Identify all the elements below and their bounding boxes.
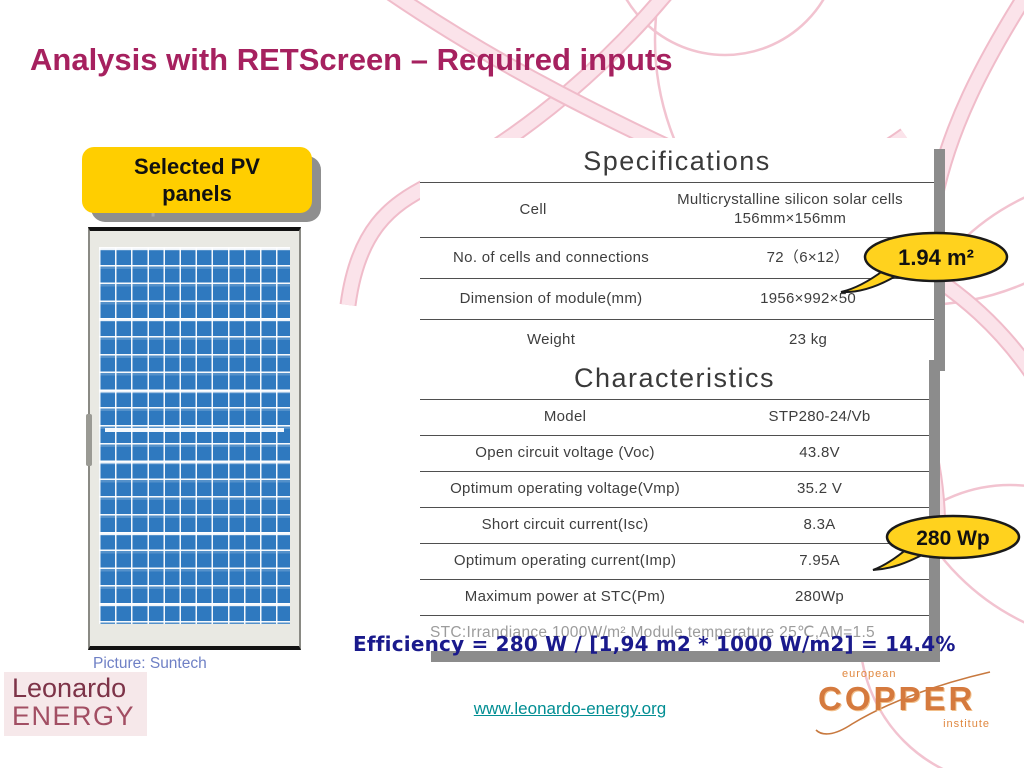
leonardo-logo-line1: Leonardo bbox=[12, 673, 127, 703]
bubble-tail bbox=[840, 268, 896, 294]
characteristics-title: Characteristics bbox=[573, 363, 776, 393]
power-callout-text: 280 Wp bbox=[916, 527, 990, 550]
specifications-table: Specifications Cell Multicrystalline sil… bbox=[420, 138, 934, 360]
row-value: STP280-24/Vb bbox=[768, 408, 871, 426]
characteristics-table: Characteristics Model STP280-24/Vb Open … bbox=[420, 355, 929, 651]
table-row: Dimension of module(mm) 1956×992×50 bbox=[420, 278, 934, 319]
table-row: Maximum power at STC(Pm) 280Wp bbox=[420, 579, 929, 615]
row-label: Dimension of module(mm) bbox=[459, 289, 643, 307]
pv-label-text: Selected PV panels bbox=[134, 153, 260, 207]
specifications-title: Specifications bbox=[583, 146, 771, 176]
table-row: Optimum operating current(Imp) 7.95A bbox=[420, 543, 929, 579]
area-callout-text: 1.94 m² bbox=[898, 245, 974, 270]
row-value: 23 kg bbox=[788, 330, 828, 348]
pv-panel-cells bbox=[99, 247, 290, 624]
row-value: 43.8V bbox=[799, 444, 840, 462]
power-callout-bubble: 280 Wp bbox=[872, 514, 1021, 571]
row-label: Cell bbox=[519, 200, 547, 218]
bubble-body bbox=[885, 514, 1021, 560]
row-value: 1956×992×50 bbox=[760, 289, 856, 307]
row-value: 8.3A bbox=[803, 516, 836, 534]
copper-logo-swoosh bbox=[815, 671, 991, 735]
row-label: Open circuit voltage (Voc) bbox=[475, 444, 655, 462]
pv-label-box: Selected PV panels bbox=[82, 147, 312, 213]
row-value: 72（6×12） bbox=[766, 248, 850, 266]
leonardo-energy-logo: Leonardo ENERGY bbox=[4, 672, 148, 737]
row-label: Weight bbox=[526, 330, 576, 348]
pv-panel-midbar bbox=[105, 427, 284, 432]
row-label: Maximum power at STC(Pm) bbox=[464, 588, 666, 606]
efficiency-formula: Efficiency = 280 W / [1,94 m2 * 1000 W/m… bbox=[353, 632, 956, 656]
website-link[interactable]: www.leonardo-energy.org bbox=[473, 699, 667, 718]
row-label: No. of cells and connections bbox=[453, 248, 650, 266]
table-row: Model STP280-24/Vb bbox=[420, 399, 929, 435]
table-row: No. of cells and connections 72（6×12） bbox=[420, 237, 934, 278]
leonardo-logo-line2: ENERGY bbox=[12, 700, 136, 731]
copper-logo-bottom-text: institute bbox=[943, 718, 990, 730]
row-label: Short circuit current(Isc) bbox=[481, 516, 649, 534]
table-row: Short circuit current(Isc) 8.3A bbox=[420, 507, 929, 543]
table-row: Open circuit voltage (Voc) 43.8V bbox=[420, 435, 929, 471]
slide-title: Analysis with RETScreen – Required input… bbox=[30, 42, 673, 77]
area-callout-bubble: 1.94 m² bbox=[840, 231, 1009, 294]
pv-panel-clamp bbox=[86, 413, 92, 466]
picture-credit: Picture: Suntech bbox=[93, 655, 207, 672]
table-row: Cell Multicrystalline silicon solar cell… bbox=[420, 182, 934, 237]
row-value: 7.95A bbox=[799, 552, 840, 570]
row-label: Model bbox=[543, 408, 587, 426]
pv-panel-image bbox=[86, 227, 301, 650]
bubble-body bbox=[863, 231, 1009, 283]
row-label: Optimum operating voltage(Vmp) bbox=[450, 480, 681, 498]
row-value: 35.2 V bbox=[796, 480, 843, 498]
row-value: Multicrystalline silicon solar cells 156… bbox=[677, 191, 903, 227]
row-value: 280Wp bbox=[795, 588, 845, 606]
ring-shape bbox=[625, 0, 825, 57]
copper-logo-top-text: european bbox=[842, 668, 897, 680]
copper-logo-main-text: COPPER bbox=[818, 680, 976, 717]
table-row: Optimum operating voltage(Vmp) 35.2 V bbox=[420, 471, 929, 507]
table-row: Weight 23 kg bbox=[420, 319, 934, 360]
row-label: Optimum operating current(Imp) bbox=[453, 552, 677, 570]
stc-footnote: STC:Irrandiance 1000W/m²,Module temperat… bbox=[420, 615, 929, 651]
copper-institute-logo: european COPPER institute bbox=[808, 666, 998, 744]
